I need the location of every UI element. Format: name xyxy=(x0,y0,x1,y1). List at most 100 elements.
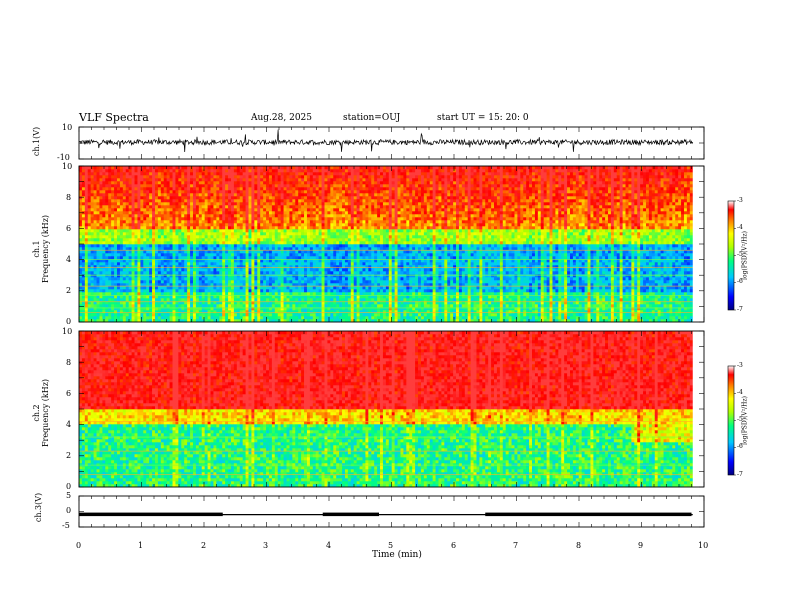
spectrogram-cell xyxy=(283,256,287,260)
spectrogram-cell xyxy=(330,244,334,248)
spectrogram-cell xyxy=(327,301,331,305)
spectrogram-cell xyxy=(239,181,244,185)
spectrogram-cell xyxy=(87,301,92,305)
spectrogram-cell xyxy=(213,178,217,182)
spectrogram-cell xyxy=(192,235,197,239)
spectrogram-cell xyxy=(172,196,176,200)
spectrogram-cell xyxy=(108,244,112,248)
spectrogram-cell xyxy=(339,307,343,311)
spectrogram-cell xyxy=(163,262,168,266)
spectrogram-cell xyxy=(122,298,127,302)
spectrogram-cell xyxy=(79,277,83,281)
spectrogram-cell xyxy=(271,205,276,209)
spectrogram-cell xyxy=(342,241,346,245)
spectrogram-cell xyxy=(114,184,118,188)
spectrogram-cell xyxy=(131,211,135,215)
spectrogram-cell xyxy=(283,196,287,200)
spectrogram-cell xyxy=(295,304,299,308)
spectrogram-cell xyxy=(230,187,235,191)
spectrogram-cell xyxy=(108,202,112,206)
spectrogram-cell xyxy=(213,304,217,308)
spectrogram-cell xyxy=(344,202,349,206)
spectrogram-cell xyxy=(81,259,86,263)
spectrogram-cell xyxy=(157,190,162,194)
spectrogram-cell xyxy=(274,205,279,209)
spectrogram-cell xyxy=(131,253,135,257)
spectrogram-cell xyxy=(257,202,261,206)
spectrogram-cell xyxy=(230,214,235,218)
spectrogram-cell xyxy=(330,190,334,194)
spectrogram-cell xyxy=(280,235,284,239)
spectrogram-cell xyxy=(184,283,188,287)
spectrogram-cell xyxy=(146,316,150,320)
spectrogram-cell xyxy=(160,232,165,236)
spectrogram-cell xyxy=(271,169,276,173)
spectrogram-cell xyxy=(105,265,109,269)
spectrogram-cell xyxy=(204,280,209,284)
spectrogram-cell xyxy=(87,208,92,212)
spectrogram-cell xyxy=(225,172,229,176)
spectrogram-cell xyxy=(228,229,232,233)
spectrogram-cell xyxy=(184,274,188,278)
spectrogram-cell xyxy=(286,286,290,290)
spectrogram-cell xyxy=(210,223,214,227)
spectrogram-cell xyxy=(149,226,153,230)
spectrogram-cell xyxy=(175,205,179,209)
spectrogram-cell xyxy=(342,232,346,236)
spectrogram-cell xyxy=(333,253,337,257)
spectrogram-cell xyxy=(260,166,264,170)
spectrogram-cell xyxy=(242,184,247,188)
spectrogram-cell xyxy=(137,187,141,191)
spectrogram-cell xyxy=(116,202,121,206)
spectrogram-cell xyxy=(213,217,217,221)
spectrogram-cell xyxy=(333,226,337,230)
spectrogram-cell xyxy=(157,274,162,278)
spectrogram-cell xyxy=(152,229,156,233)
spectrogram-cell xyxy=(114,319,118,323)
spectrogram-cell xyxy=(306,280,311,284)
spectrogram-cell xyxy=(157,226,162,230)
spectrogram-cell xyxy=(99,259,103,263)
spectrogram-cell xyxy=(228,247,232,251)
spectrogram-cell xyxy=(152,283,156,287)
spectrogram-cell xyxy=(172,286,176,290)
spectrogram-cell xyxy=(228,265,232,269)
spectrogram-cell xyxy=(339,187,343,191)
spectrogram-cell xyxy=(230,172,235,176)
spectrogram-cell xyxy=(207,253,211,257)
spectrogram-cell xyxy=(84,289,89,293)
spectrogram-cell xyxy=(216,271,220,275)
spectrogram-cell xyxy=(87,238,92,242)
spectrogram-cell xyxy=(116,235,121,239)
spectrogram-cell xyxy=(204,247,209,251)
spectrogram-cell xyxy=(84,169,89,173)
spectrogram-cell xyxy=(128,232,133,236)
spectrogram-cell xyxy=(327,286,331,290)
spectrogram-cell xyxy=(175,169,179,173)
spectrogram-cell xyxy=(222,271,226,275)
spectrogram-cell xyxy=(184,208,188,212)
spectrogram-cell xyxy=(330,217,334,221)
spectrogram-cell xyxy=(242,214,247,218)
spectrogram-cell xyxy=(274,211,279,215)
spectrogram-cell xyxy=(207,271,211,275)
spectrogram-cell xyxy=(149,172,153,176)
spectrogram-cell xyxy=(315,253,320,257)
spectrogram-cell xyxy=(175,262,179,266)
spectrogram-cell xyxy=(280,265,284,269)
spectrogram-cell xyxy=(207,196,211,200)
spectrogram-cell xyxy=(321,202,325,206)
spectrogram-cell xyxy=(81,223,86,227)
spectrogram-cell xyxy=(251,202,255,206)
spectrogram-cell xyxy=(271,178,276,182)
spectrogram-cell xyxy=(327,250,331,254)
spectrogram-cell xyxy=(216,244,220,248)
spectrogram-cell xyxy=(324,166,328,170)
spectrogram-cell xyxy=(301,256,305,260)
spectrogram-cell xyxy=(169,223,173,227)
spectrogram-cell xyxy=(207,274,211,278)
spectrogram-cell xyxy=(192,190,197,194)
spectrogram-cell xyxy=(149,265,153,269)
spectrogram-cell xyxy=(207,190,211,194)
spectrogram-cell xyxy=(292,247,296,251)
